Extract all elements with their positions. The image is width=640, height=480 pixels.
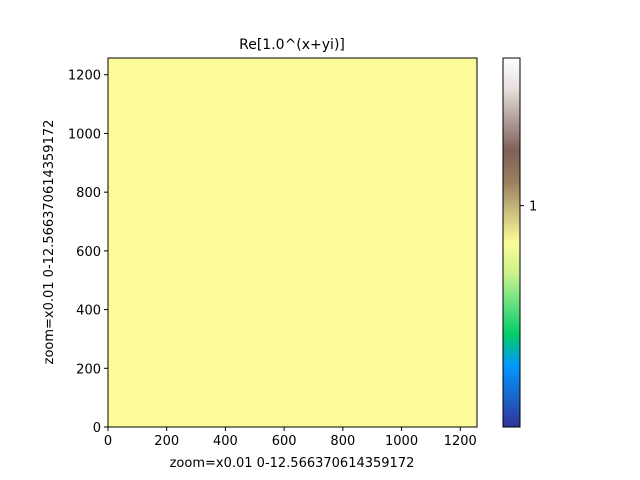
chart-title: Re[1.0^(x+yi)] [239, 37, 345, 53]
y-tick-label: 600 [76, 245, 101, 260]
y-axis-ticks: 0 200 400 600 800 1000 1200 [68, 69, 108, 436]
colorbar-ticks: 1 [520, 200, 537, 215]
x-tick-label: 0 [104, 434, 112, 449]
x-tick-label: 800 [330, 434, 355, 449]
y-tick-label: 0 [93, 421, 101, 436]
x-tick-label: 1200 [444, 434, 477, 449]
y-tick-label: 1000 [68, 127, 101, 142]
x-axis-ticks: 0 200 400 600 800 1000 1200 [104, 427, 477, 449]
y-axis-label: zoom=x0.01 0-12.566370614359172 [42, 120, 57, 365]
y-tick-label: 200 [76, 362, 101, 377]
x-tick-label: 1000 [385, 434, 418, 449]
y-tick-label: 1200 [68, 69, 101, 84]
x-axis-label: zoom=x0.01 0-12.566370614359172 [170, 456, 415, 471]
x-tick-label: 200 [154, 434, 179, 449]
x-tick-label: 400 [213, 434, 238, 449]
y-tick-label: 800 [76, 186, 101, 201]
colorbar-tick-label: 1 [529, 200, 537, 215]
heatmap-area [108, 58, 477, 427]
colorbar [502, 57, 521, 428]
plot-frame [107, 57, 478, 428]
x-tick-label: 600 [272, 434, 297, 449]
y-tick-label: 400 [76, 304, 101, 319]
